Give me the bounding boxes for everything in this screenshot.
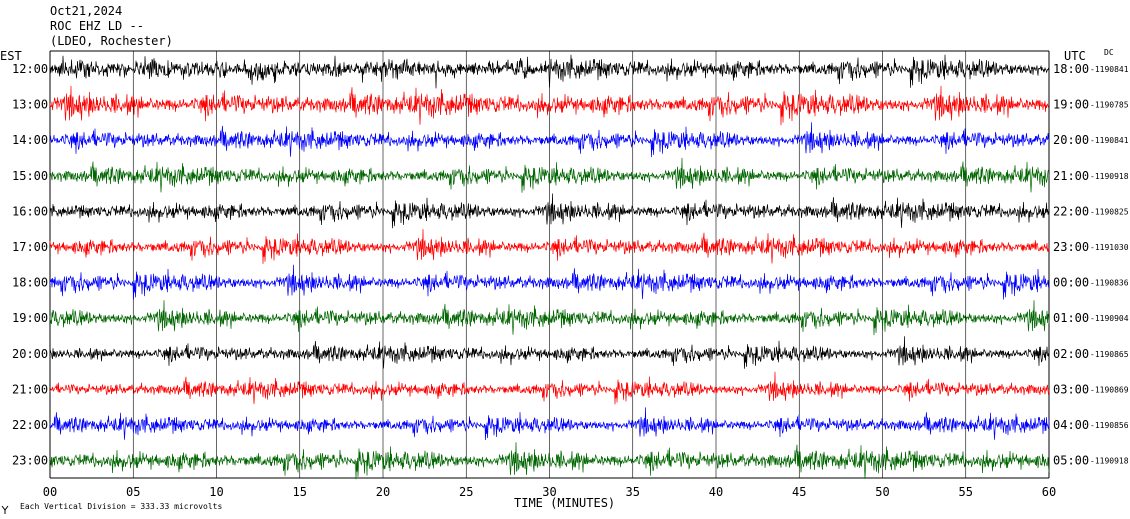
x-tick-label: 55	[959, 485, 973, 499]
trace-row-9	[49, 336, 1050, 369]
est-hour-label: 17:00	[12, 240, 48, 254]
utc-hour-label: 18:00	[1053, 62, 1089, 76]
trace-row-3	[49, 122, 1050, 158]
dc-offset-label: -1190841	[1090, 65, 1129, 74]
utc-hour-label: 02:00	[1053, 347, 1089, 361]
utc-hour-label: 23:00	[1053, 240, 1089, 254]
trace-row-7	[49, 264, 1050, 300]
network-label: (LDEO, Rochester)	[50, 34, 173, 48]
dc-offset-label: -1190856	[1090, 421, 1129, 430]
dc-offset-label: -1190785	[1090, 101, 1129, 110]
trace-row-6	[49, 229, 1050, 264]
dc-label: DC	[1104, 48, 1114, 57]
trace-row-5	[49, 193, 1050, 229]
x-tick-label: 60	[1042, 485, 1056, 499]
dc-offset-label: -1190836	[1090, 279, 1129, 288]
est-hour-label: 16:00	[12, 204, 48, 218]
dc-offset-label: -1190865	[1090, 350, 1129, 359]
x-tick-label: 15	[293, 485, 307, 499]
trace-row-1	[49, 54, 1050, 89]
est-hour-label: 22:00	[12, 418, 48, 432]
trace-row-12	[49, 442, 1050, 480]
vertical-scale-note: Each Vertical Division = 333.33 microvol…	[20, 502, 223, 511]
x-tick-label: 10	[209, 485, 223, 499]
dc-offset-label: -1191030	[1090, 243, 1129, 252]
trace-row-11	[49, 407, 1050, 441]
x-tick-label: 50	[875, 485, 889, 499]
dc-offset-label: -1190841	[1090, 136, 1129, 145]
trace-row-2	[49, 85, 1050, 126]
utc-hour-label: 21:00	[1053, 169, 1089, 183]
x-tick-label: 25	[459, 485, 473, 499]
dc-offset-label: -1190918	[1090, 172, 1129, 181]
antenna-icon	[1, 505, 9, 514]
utc-hour-label: 19:00	[1053, 98, 1089, 112]
x-tick-label: 05	[126, 485, 140, 499]
utc-hour-label: 04:00	[1053, 418, 1089, 432]
utc-axis-title: UTC	[1064, 49, 1086, 63]
est-hour-label: 15:00	[12, 169, 48, 183]
dc-offset-label: -1190869	[1090, 385, 1129, 394]
trace-row-10	[49, 371, 1050, 405]
utc-hour-label: 00:00	[1053, 276, 1089, 290]
est-hour-label: 23:00	[12, 454, 48, 468]
est-hour-label: 13:00	[12, 98, 48, 112]
utc-hour-label: 03:00	[1053, 382, 1089, 396]
est-hour-label: 20:00	[12, 347, 48, 361]
x-axis-title: TIME (MINUTES)	[514, 496, 616, 510]
trace-row-8	[49, 300, 1050, 336]
trace-row-4	[49, 157, 1050, 193]
est-axis-title: EST	[0, 49, 22, 63]
dc-offset-label: -1190825	[1090, 207, 1129, 216]
station-label: ROC EHZ LD --	[50, 19, 144, 33]
est-hour-label: 19:00	[12, 311, 48, 325]
dc-offset-label: -1190904	[1090, 314, 1129, 323]
est-hour-label: 21:00	[12, 382, 48, 396]
x-tick-label: 20	[376, 485, 390, 499]
est-hour-label: 18:00	[12, 276, 48, 290]
est-hour-label: 14:00	[12, 133, 48, 147]
utc-hour-label: 22:00	[1053, 204, 1089, 218]
est-hour-label: 12:00	[12, 62, 48, 76]
x-tick-label: 30	[542, 485, 556, 499]
x-tick-label: 40	[709, 485, 723, 499]
utc-hour-label: 05:00	[1053, 454, 1089, 468]
dc-offset-label: -1190918	[1090, 457, 1129, 466]
x-tick-label: 35	[626, 485, 640, 499]
utc-hour-label: 01:00	[1053, 311, 1089, 325]
chart-date: Oct21,2024	[50, 4, 123, 18]
x-tick-label: 00	[43, 485, 57, 499]
x-tick-label: 45	[792, 485, 806, 499]
utc-hour-label: 20:00	[1053, 133, 1089, 147]
